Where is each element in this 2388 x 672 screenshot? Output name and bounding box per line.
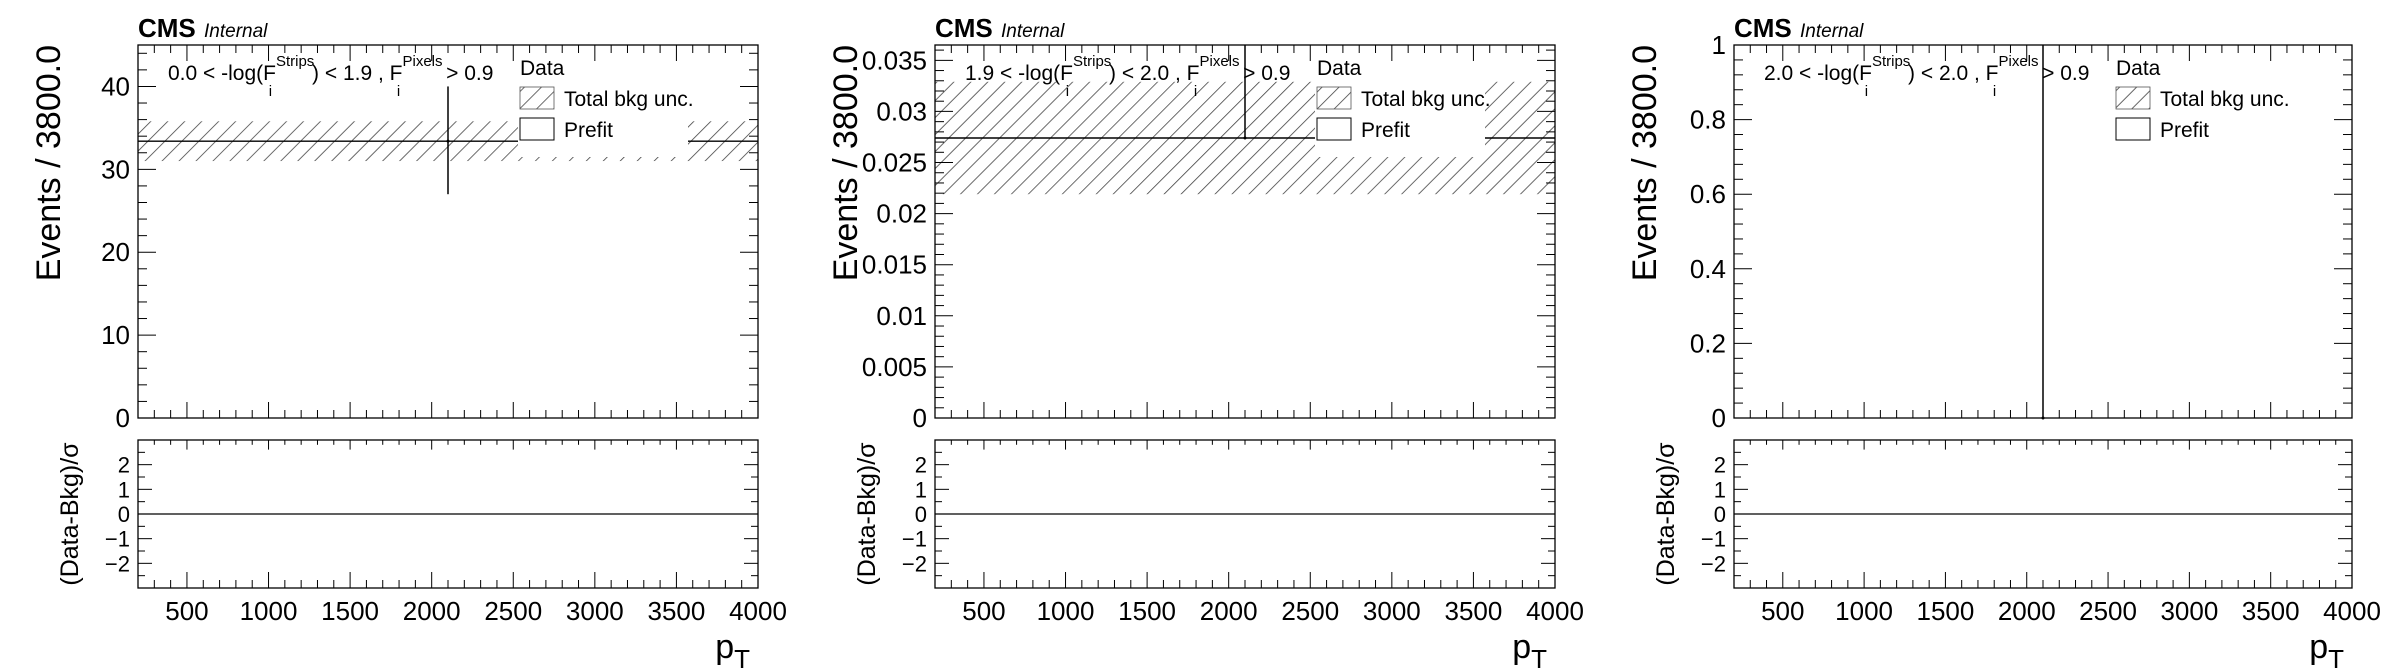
ratio-axis-title: (Data-Bkg)/σ [56, 442, 84, 586]
y-tick-label: 0.035 [862, 45, 927, 75]
y-tick-label: 0.01 [876, 301, 927, 331]
y-tick-label: 10 [101, 320, 130, 350]
ratio-y-tick-label: 0 [915, 502, 927, 527]
y-tick-label: 0.2 [1690, 328, 1726, 358]
y-axis-title: Events / 3800.0 [827, 45, 865, 281]
y-axis-title: Events / 3800.0 [1626, 45, 1664, 281]
legend-prefit-label: Prefit [1361, 119, 1410, 142]
legend-unc-label: Total bkg unc. [2160, 88, 2290, 111]
cms-status-label: Internal [1800, 21, 1864, 42]
x-tick-label: 1500 [321, 596, 379, 626]
x-axis-title: pT [715, 628, 750, 672]
ratio-y-tick-label: −2 [105, 551, 130, 576]
ratio-y-tick-label: −2 [902, 551, 927, 576]
cms-status-label: Internal [204, 21, 268, 42]
ratio-y-tick-label: 1 [118, 477, 130, 502]
cms-label: CMS [935, 13, 993, 43]
y-tick-label: 0.6 [1690, 179, 1726, 209]
y-tick-label: 0.4 [1690, 254, 1726, 284]
ratio-y-tick-label: 2 [118, 453, 130, 478]
ratio-y-tick-label: 0 [118, 502, 130, 527]
x-tick-label: 3000 [566, 596, 624, 626]
region-label: 1.9 < -log(FStrips i) < 2.0 , FPixels i > … [965, 53, 1290, 100]
legend-unc-label: Total bkg unc. [1361, 88, 1491, 111]
x-tick-label: 3500 [647, 596, 705, 626]
y-tick-label: 0.03 [876, 96, 927, 126]
x-tick-label: 3000 [1363, 596, 1421, 626]
x-tick-label: 2500 [2079, 596, 2137, 626]
y-tick-label: 1 [1712, 30, 1726, 60]
plot-panel-2: Data Total bkg unc. Prefit 1.9 < -log(FStri… [827, 13, 1584, 672]
x-axis-title: pT [2309, 628, 2344, 672]
x-tick-label: 1000 [1037, 596, 1095, 626]
y-tick-label: 0 [116, 403, 130, 433]
legend-unc-swatch [1316, 86, 1352, 110]
y-tick-label: 20 [101, 237, 130, 267]
legend-data-label: Data [1317, 57, 1362, 80]
cms-status-label: Internal [1001, 21, 1065, 42]
region-label: 0.0 < -log(FStrips i) < 1.9 , FPixels i > … [168, 53, 493, 100]
y-tick-label: 0.015 [862, 250, 927, 280]
plot-panel-1: Data Total bkg unc. Prefit 0.0 < -log(FStri… [30, 13, 787, 672]
legend-prefit-label: Prefit [564, 119, 613, 142]
data-point [1243, 136, 1247, 140]
y-tick-label: 40 [101, 71, 130, 101]
x-tick-label: 2500 [1281, 596, 1339, 626]
legend-prefit-swatch [2115, 117, 2151, 141]
y-tick-label: 0.02 [876, 199, 927, 229]
x-axis-title: pT [1512, 628, 1547, 672]
x-tick-label: 2000 [1998, 596, 2056, 626]
y-tick-label: 0 [1712, 403, 1726, 433]
x-tick-label: 3500 [2242, 596, 2300, 626]
y-tick-label: 0.005 [862, 352, 927, 382]
ratio-y-tick-label: 1 [915, 477, 927, 502]
x-tick-label: 4000 [1526, 596, 1584, 626]
legend-prefit-swatch [1316, 117, 1352, 141]
ratio-y-tick-label: 1 [1714, 477, 1726, 502]
legend-prefit-swatch [519, 117, 555, 141]
x-tick-label: 3000 [2160, 596, 2218, 626]
x-tick-label: 3500 [1444, 596, 1502, 626]
legend-unc-label: Total bkg unc. [564, 88, 694, 111]
legend-data-label: Data [520, 57, 565, 80]
ratio-y-tick-label: −2 [1701, 551, 1726, 576]
y-tick-label: 30 [101, 154, 130, 184]
y-axis-title: Events / 3800.0 [30, 45, 68, 281]
cms-label: CMS [138, 13, 196, 43]
ratio-y-tick-label: −1 [902, 527, 927, 552]
ratio-axis-title: (Data-Bkg)/σ [853, 442, 881, 586]
ratio-y-tick-label: −1 [105, 527, 130, 552]
ratio-y-tick-label: 2 [915, 453, 927, 478]
ratio-y-tick-label: 2 [1714, 453, 1726, 478]
legend-unc-swatch [519, 86, 555, 110]
ratio-axis-title: (Data-Bkg)/σ [1652, 442, 1680, 586]
x-tick-label: 4000 [729, 596, 787, 626]
x-tick-label: 2000 [1200, 596, 1258, 626]
x-tick-label: 2000 [403, 596, 461, 626]
y-tick-label: 0.8 [1690, 105, 1726, 135]
x-tick-label: 2500 [484, 596, 542, 626]
x-tick-label: 1500 [1916, 596, 1974, 626]
y-tick-label: 0.025 [862, 148, 927, 178]
x-tick-label: 1000 [240, 596, 298, 626]
plot-panel-3: Data Total bkg unc. Prefit 2.0 < -log(FStri… [1626, 13, 2381, 672]
x-tick-label: 500 [962, 596, 1005, 626]
data-point [446, 139, 450, 143]
x-tick-label: 4000 [2323, 596, 2381, 626]
x-tick-label: 1500 [1118, 596, 1176, 626]
cms-label: CMS [1734, 13, 1792, 43]
region-label: 2.0 < -log(FStrips i) < 2.0 , FPixels i > … [1764, 53, 2089, 100]
x-tick-label: 500 [1761, 596, 1804, 626]
ratio-y-tick-label: 0 [1714, 502, 1726, 527]
legend-prefit-label: Prefit [2160, 119, 2209, 142]
x-tick-label: 1000 [1835, 596, 1893, 626]
legend-unc-swatch [2115, 86, 2151, 110]
x-tick-label: 500 [165, 596, 208, 626]
ratio-y-tick-label: −1 [1701, 527, 1726, 552]
legend-data-label: Data [2116, 57, 2161, 80]
y-tick-label: 0 [913, 403, 927, 433]
